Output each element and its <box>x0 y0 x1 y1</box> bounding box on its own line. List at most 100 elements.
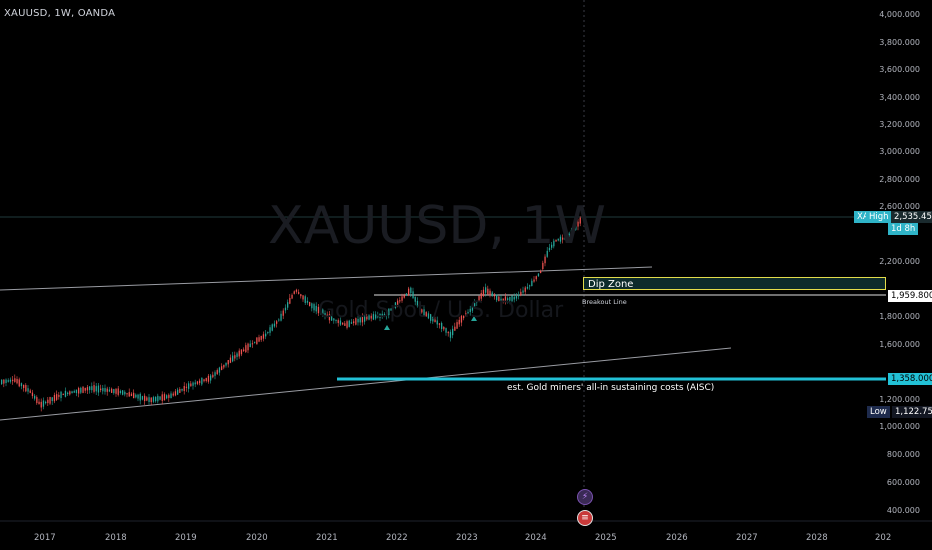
candle-body <box>485 287 487 293</box>
candle-body <box>53 394 56 402</box>
candle-body <box>452 328 454 336</box>
candle-body <box>155 396 157 402</box>
candle-body <box>287 302 289 308</box>
candle-body <box>100 388 102 391</box>
candle-body <box>324 313 326 316</box>
candle-body <box>122 390 124 395</box>
candle-body <box>256 337 258 345</box>
candle-body <box>548 247 551 251</box>
channel-lower-trendline[interactable] <box>0 347 732 421</box>
aisc-label: est. Gold miners' all-in sustaining cost… <box>507 383 715 393</box>
candle-body <box>192 382 194 386</box>
candle-body <box>82 386 84 393</box>
aisc-price-tag: 1,358.000 <box>888 373 932 385</box>
candle-body <box>298 292 300 294</box>
candle-body <box>111 388 113 393</box>
candle-body <box>128 392 130 397</box>
candle-body <box>177 389 179 395</box>
candle-body <box>75 389 78 394</box>
candle-body <box>412 291 414 299</box>
candle-body <box>144 395 146 402</box>
us-flag-icon[interactable]: ≡ <box>577 510 593 526</box>
candle-body <box>524 287 526 292</box>
candle-body <box>304 296 306 303</box>
dip-zone-box[interactable]: Dip Zone <box>583 277 886 290</box>
candle-body <box>289 297 291 304</box>
candle-body <box>361 315 364 323</box>
candle-body <box>137 394 139 399</box>
candle-body <box>315 305 317 312</box>
candle-body <box>397 300 399 306</box>
candle-body <box>45 401 47 404</box>
candle-body <box>185 386 188 388</box>
candle-body <box>146 397 148 401</box>
candle-body <box>575 225 577 230</box>
candle-body <box>93 385 95 392</box>
candle-body <box>463 315 465 319</box>
candle-body <box>148 397 150 402</box>
candle-body <box>34 395 36 399</box>
candle-body <box>251 343 254 345</box>
candle-body <box>447 332 449 334</box>
candle-body <box>14 378 16 382</box>
candle-body <box>377 315 379 318</box>
candle-body <box>388 308 390 316</box>
candle-body <box>229 357 232 363</box>
candle-body <box>130 393 133 397</box>
candle-body <box>456 322 458 329</box>
candle-body <box>18 379 20 387</box>
candle-body <box>243 349 245 352</box>
candle-body <box>313 304 315 311</box>
candle-body <box>221 366 223 370</box>
candle-body <box>306 300 309 303</box>
candle-body <box>487 288 489 295</box>
symbol-legend[interactable]: XAUUSD, 1W, OANDA <box>4 8 116 19</box>
candle-body <box>579 217 581 224</box>
candle-body <box>540 270 542 274</box>
candle-body <box>212 374 214 378</box>
candle-body <box>410 287 412 294</box>
candle-body <box>405 293 408 296</box>
candle-body <box>544 256 546 264</box>
candle-body <box>529 285 531 287</box>
time-tick: 2022 <box>386 533 408 543</box>
candle-body <box>135 394 137 398</box>
candle-body <box>240 349 243 355</box>
channel-upper-trendline[interactable] <box>0 266 653 291</box>
price-tick: 3,600.000 <box>879 65 920 74</box>
candle-body <box>108 389 111 392</box>
candle-body <box>320 310 322 313</box>
candle-body <box>150 397 152 403</box>
candle-body <box>414 296 416 302</box>
candle-body <box>7 380 9 382</box>
candle-body <box>394 302 397 308</box>
candle-body <box>311 303 313 309</box>
candle-body <box>333 318 335 321</box>
candle-body <box>331 316 333 321</box>
candle-body <box>225 362 227 366</box>
candle-body <box>465 313 467 317</box>
candle-body <box>247 343 249 351</box>
candle-body <box>168 394 170 398</box>
candle-body <box>5 379 7 384</box>
candle-body <box>339 320 342 325</box>
candle-body <box>460 315 463 323</box>
candle-body <box>551 244 553 248</box>
time-tick: 2018 <box>105 533 127 543</box>
candle-body <box>359 317 361 323</box>
candle-body <box>504 296 507 303</box>
price-tick: 800.000 <box>886 450 920 459</box>
candle-body <box>383 313 386 317</box>
candle-body <box>216 370 218 375</box>
candle-body <box>379 313 381 318</box>
lightning-icon[interactable]: ⚡ <box>577 489 593 505</box>
candle-body <box>515 296 518 299</box>
candle-body <box>291 294 293 299</box>
candle-body <box>381 313 383 318</box>
candle-body <box>317 306 320 314</box>
candle-body <box>188 383 190 389</box>
time-tick: 2023 <box>456 533 478 543</box>
candle-body <box>372 314 375 320</box>
candle-body <box>293 291 295 294</box>
